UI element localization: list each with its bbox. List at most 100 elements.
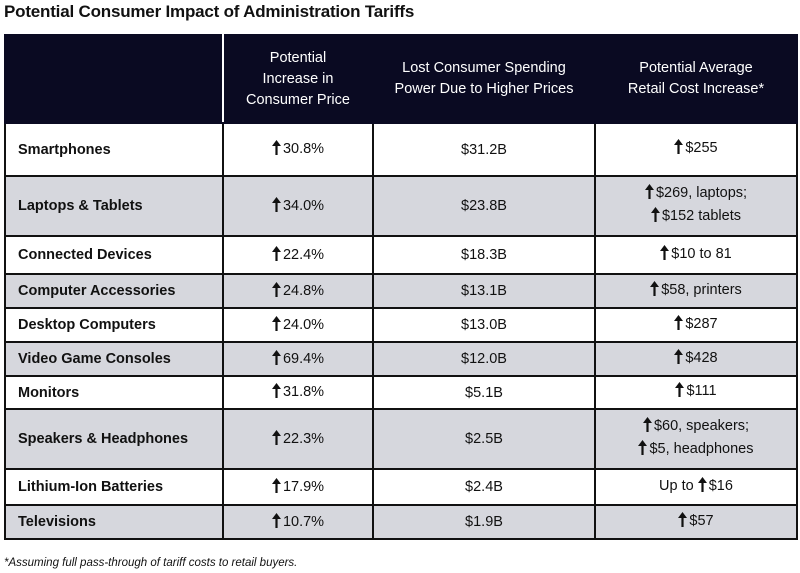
retail-cost-value: $16 <box>708 477 733 494</box>
price-increase-value: 22.4% <box>282 246 325 263</box>
category-cell: Smartphones <box>4 122 224 177</box>
page-title: Potential Consumer Impact of Administrat… <box>4 2 415 21</box>
retail-cost-cell: $255 <box>594 122 798 177</box>
table-row: Video Game Consoles 69.4% $12.0B $428 <box>4 341 798 377</box>
arrow-up-icon <box>271 477 281 497</box>
retail-cost-line: $57 <box>602 511 790 534</box>
retail-cost-line: $111 <box>602 381 790 404</box>
arrow-up-icon <box>650 207 660 229</box>
price-increase-value: 31.8% <box>282 384 325 400</box>
retail-cost-value: $10 to 81 <box>671 245 732 262</box>
table-row: Smartphones 30.8% $31.2B $255 <box>4 122 798 177</box>
retail-cost-value: $58, printers <box>661 281 742 298</box>
arrow-up-icon <box>678 511 688 534</box>
category-cell: Connected Devices <box>4 235 224 275</box>
arrow-up-icon <box>271 383 281 402</box>
lost-spending-cell: $31.2B <box>372 122 596 177</box>
price-increase-cell: 22.4% <box>222 235 374 275</box>
lost-spending-cell: $18.3B <box>372 235 596 275</box>
column-header-line: Potential Average <box>639 60 753 76</box>
price-increase-cell: 22.3% <box>222 408 374 470</box>
retail-cost-line: $5, headphones <box>602 439 790 462</box>
arrow-up-icon <box>271 140 281 159</box>
arrow-up-icon <box>271 512 281 532</box>
price-increase-cell: 69.4% <box>222 341 374 377</box>
column-header-line: Power Due to Higher Prices <box>394 81 574 97</box>
price-increase-cell: 24.8% <box>222 273 374 309</box>
price-increase-value: 10.7% <box>282 513 325 530</box>
retail-cost-cell: $57 <box>594 504 798 540</box>
column-header-line: Increase in <box>262 70 334 87</box>
table-body: Smartphones 30.8% $31.2B $255 Laptops & Tabl… <box>4 122 798 540</box>
retail-cost-line: Up to $16 <box>602 476 790 499</box>
table-row: Lithium-Ion Batteries 17.9% $2.4B Up to $16 <box>4 468 798 506</box>
arrow-up-icon <box>650 280 660 303</box>
lost-spending-cell: $2.4B <box>372 468 596 506</box>
retail-cost-cell: $428 <box>594 341 798 377</box>
retail-cost-line: $269, laptops; <box>602 183 790 206</box>
price-increase-cell: 34.0% <box>222 175 374 237</box>
category-cell: Lithium-Ion Batteries <box>4 468 224 506</box>
arrow-up-icon <box>271 315 281 335</box>
price-increase-cell: 24.0% <box>222 307 374 343</box>
column-header: Potential Increase in Consumer Price <box>222 34 374 124</box>
lost-spending-cell: $13.1B <box>372 273 596 309</box>
category-cell: Computer Accessories <box>4 273 224 309</box>
price-increase-value: 69.4% <box>282 350 325 367</box>
price-increase-value: 17.9% <box>282 478 325 495</box>
column-header <box>4 34 224 124</box>
arrow-up-icon <box>271 349 281 369</box>
price-increase-value: 30.8% <box>282 141 325 157</box>
price-increase-cell: 10.7% <box>222 504 374 540</box>
column-header-line: Consumer Price <box>246 91 350 108</box>
price-increase-value: 24.0% <box>282 316 325 333</box>
retail-cost-line: $287 <box>602 314 790 337</box>
category-cell: Monitors <box>4 375 224 410</box>
retail-cost-cell: $287 <box>594 307 798 343</box>
retail-cost-cell: $111 <box>594 375 798 410</box>
retail-cost-line: $255 <box>602 138 790 161</box>
retail-cost-prefix: Up to <box>659 477 698 494</box>
retail-cost-cell: $269, laptops; $152 tablets <box>594 175 798 237</box>
lost-spending-cell: $5.1B <box>372 375 596 410</box>
retail-cost-line: $152 tablets <box>602 206 790 229</box>
table-row: Laptops & Tablets 34.0% $23.8B $269, laptop… <box>4 175 798 237</box>
retail-cost-value: $255 <box>685 140 718 156</box>
column-header: Lost Consumer Spending Power Due to Highe… <box>372 34 596 124</box>
retail-cost-line: $10 to 81 <box>602 244 790 267</box>
table-row: Monitors 31.8% $5.1B $111 <box>4 375 798 410</box>
arrow-up-icon <box>674 139 684 161</box>
retail-cost-value: $152 tablets <box>661 208 741 224</box>
retail-cost-value: $5, headphones <box>649 441 754 457</box>
arrow-up-icon <box>638 440 648 462</box>
column-header-line: Retail Cost Increase* <box>627 81 765 97</box>
retail-cost-value: $111 <box>686 383 717 399</box>
category-cell: Desktop Computers <box>4 307 224 343</box>
retail-cost-value: $269, laptops; <box>655 185 748 201</box>
column-header-line: Lost Consumer Spending <box>402 60 566 76</box>
table-row: Speakers & Headphones 22.3% $2.5B $60, spea… <box>4 408 798 470</box>
arrow-up-icon <box>674 348 684 371</box>
table-row: Connected Devices 22.4% $18.3B $10 to 81 <box>4 235 798 275</box>
retail-cost-cell: $10 to 81 <box>594 235 798 275</box>
table-row: Desktop Computers 24.0% $13.0B $287 <box>4 307 798 343</box>
arrow-up-icon <box>644 184 654 206</box>
arrow-up-icon <box>271 245 281 265</box>
table-row: Computer Accessories 24.8% $13.1B $58, prin… <box>4 273 798 309</box>
table-header-row: Potential Increase in Consumer Price Lost C… <box>4 34 798 124</box>
arrow-up-icon <box>660 244 670 267</box>
category-cell: Televisions <box>4 504 224 540</box>
arrow-up-icon <box>642 417 652 439</box>
lost-spending-cell: $1.9B <box>372 504 596 540</box>
retail-cost-cell: $58, printers <box>594 273 798 309</box>
arrow-up-icon <box>271 196 281 216</box>
category-cell: Speakers & Headphones <box>4 408 224 470</box>
price-increase-cell: 31.8% <box>222 375 374 410</box>
price-increase-value: 24.8% <box>282 282 325 299</box>
price-increase-cell: 30.8% <box>222 122 374 177</box>
retail-cost-value: $428 <box>685 349 718 366</box>
column-header: Potential Average Retail Cost Increase* <box>594 34 798 124</box>
arrow-up-icon <box>674 314 684 337</box>
price-increase-cell: 17.9% <box>222 468 374 506</box>
footnote: *Assuming full pass-through of tariff co… <box>4 557 298 569</box>
